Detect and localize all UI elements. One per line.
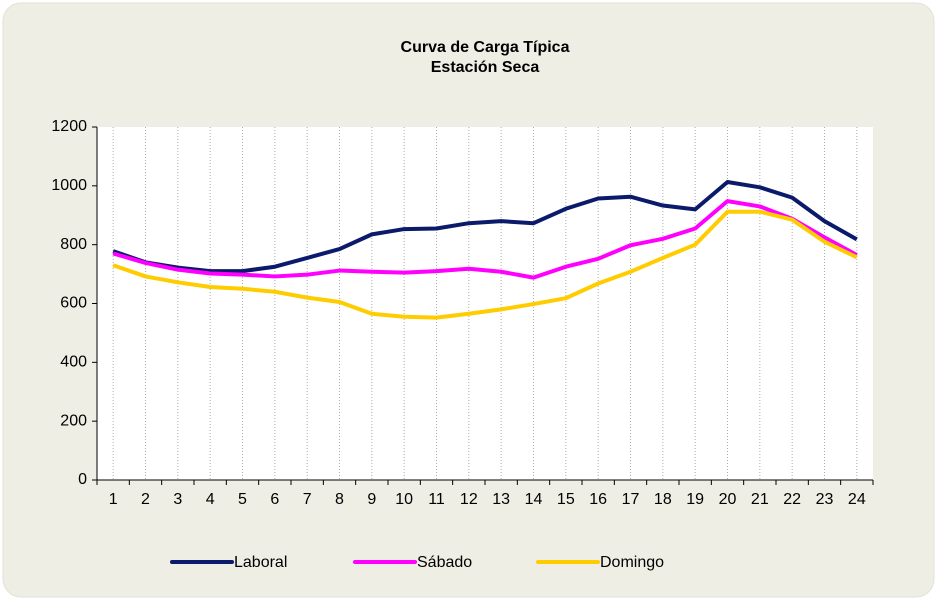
series-line — [112, 209, 858, 320]
y-tick-label: 0 — [78, 471, 87, 488]
x-tick-label: 13 — [492, 491, 510, 508]
x-tick-label: 10 — [395, 491, 413, 508]
y-tick-label: 200 — [60, 412, 87, 429]
x-tick-label: 19 — [686, 491, 704, 508]
x-tick-label: 7 — [303, 491, 312, 508]
y-tick-label: 1200 — [51, 118, 87, 135]
x-tick-label: 1 — [109, 491, 118, 508]
legend-label: Sábado — [417, 554, 472, 571]
x-tick-label: 2 — [141, 491, 150, 508]
x-tick-label: 4 — [206, 491, 215, 508]
x-tick-label: 9 — [367, 491, 376, 508]
series-line — [112, 199, 858, 280]
x-tick-label: 14 — [525, 491, 543, 508]
y-tick-label: 400 — [60, 354, 87, 371]
y-tick-label: 600 — [60, 295, 87, 312]
x-tick-label: 22 — [783, 491, 801, 508]
legend-label: Laboral — [234, 554, 287, 571]
x-tick-label: 24 — [848, 491, 866, 508]
x-tick-label: 16 — [589, 491, 607, 508]
x-tick-label: 8 — [335, 491, 344, 508]
y-tick-label: 800 — [60, 236, 87, 253]
series-line — [112, 180, 858, 274]
x-tick-label: 3 — [173, 491, 182, 508]
x-tick-label: 15 — [557, 491, 575, 508]
legend-label: Domingo — [600, 554, 664, 571]
x-tick-label: 12 — [460, 491, 478, 508]
x-tick-label: 20 — [719, 491, 737, 508]
plot-area — [97, 127, 873, 480]
x-tick-label: 11 — [428, 491, 445, 508]
x-tick-label: 5 — [238, 491, 247, 508]
x-tick-label: 17 — [622, 491, 640, 508]
y-tick-label: 1000 — [51, 177, 87, 194]
x-tick-label: 23 — [816, 491, 834, 508]
x-tick-label: 18 — [654, 491, 672, 508]
chart-title: Curva de Carga Típica — [401, 39, 570, 56]
x-tick-label: 6 — [270, 491, 279, 508]
chart-subtitle: Estación Seca — [431, 59, 540, 76]
x-tick-label: 21 — [751, 491, 769, 508]
